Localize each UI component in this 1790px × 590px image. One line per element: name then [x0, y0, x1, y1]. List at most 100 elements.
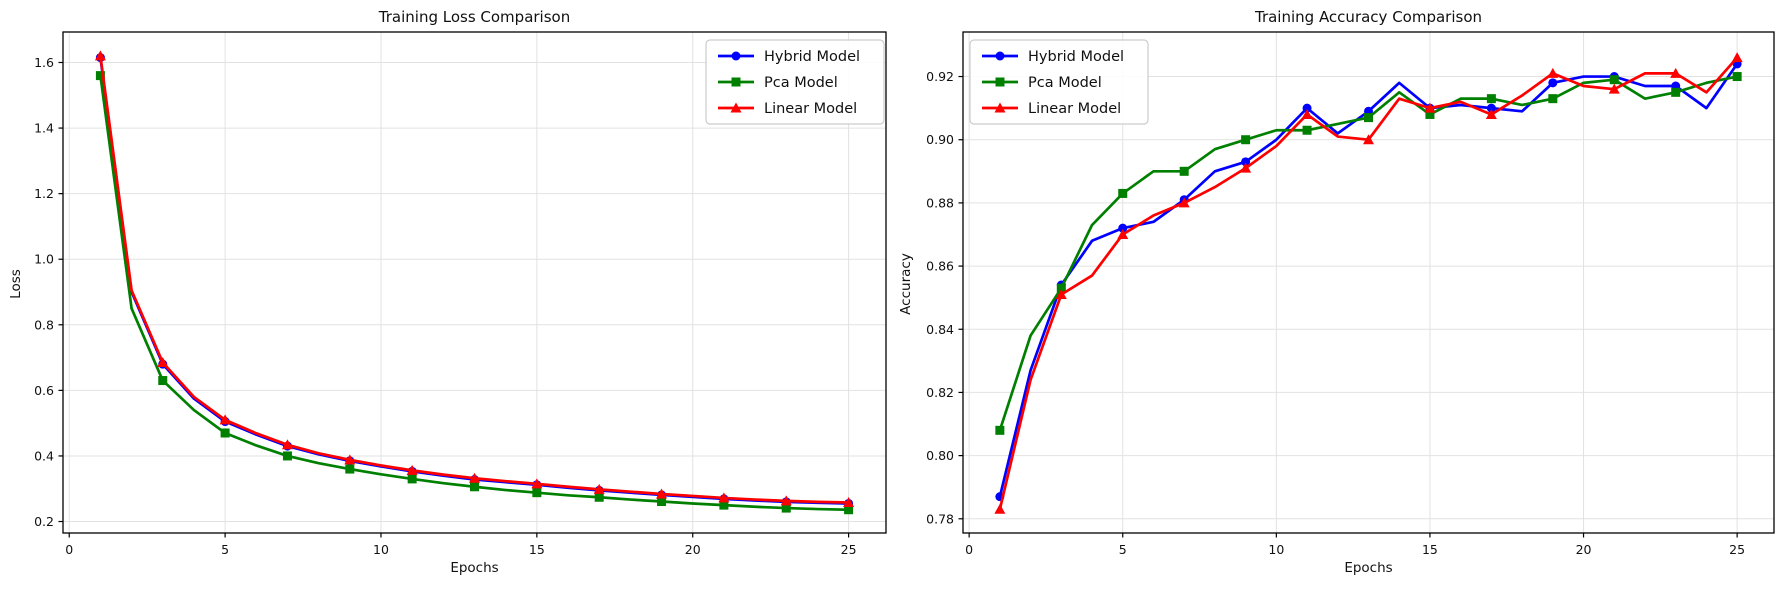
pca-model-marker	[532, 488, 542, 498]
linear-model-marker	[1301, 108, 1313, 119]
x-tick-label: 15	[529, 542, 545, 557]
pca-model-marker	[345, 464, 355, 474]
linear-model-marker	[1055, 289, 1067, 300]
linear-model-marker	[94, 50, 106, 61]
y-tick-label: 0.6	[34, 383, 54, 398]
linear-model-marker	[1731, 52, 1743, 63]
hybrid-model-marker	[1241, 157, 1251, 167]
pca-model-marker	[220, 428, 230, 438]
y-tick-label: 0.84	[926, 322, 954, 337]
linear-model-marker	[780, 495, 792, 506]
pca-model-marker	[781, 503, 791, 513]
y-tick-label: 0.90	[926, 132, 954, 147]
loss-yaxis-label: Loss	[8, 269, 24, 299]
linear-model-marker	[1670, 67, 1682, 78]
axes-frame	[62, 31, 887, 534]
legend-square-marker	[731, 77, 741, 87]
x-tick-label: 10	[1268, 542, 1284, 557]
legend-box	[705, 39, 885, 125]
pca-model-marker	[844, 505, 854, 515]
pca-model-marker	[594, 492, 604, 502]
legend-entry-pca-model: Pca Model	[718, 75, 838, 91]
x-tick-label: 5	[221, 542, 229, 557]
linear-model-marker	[1178, 197, 1190, 208]
pca-model-marker	[657, 497, 667, 507]
legend-triangle-marker	[994, 102, 1006, 113]
accuracy-chart-title: Training Accuracy Comparison	[1254, 8, 1482, 26]
legend-label: Pca Model	[764, 75, 838, 91]
pca-model-marker	[1425, 109, 1435, 119]
y-tick-label: 0.4	[34, 448, 54, 463]
chart-accuracy: 0 5 10 15 20 25 0.78 0.80 0.82 0.84 0.86 0.88 0.90 0.…	[926, 31, 1775, 557]
loss-chart-title: Training Loss Comparison	[378, 8, 571, 26]
pca-model-marker	[1732, 72, 1742, 82]
linear-model-marker	[406, 464, 418, 475]
accuracy-yaxis-label: Accuracy	[898, 253, 914, 315]
legend-entry-linear-model: Linear Model	[982, 101, 1121, 117]
legend-label: Linear Model	[764, 101, 857, 117]
linear-model-marker	[1547, 67, 1559, 78]
legend-entry-pca-model: Pca Model	[982, 75, 1102, 91]
legend: Hybrid Model Pca Model Linear Model	[969, 39, 1149, 125]
accuracy-xaxis-label: Epochs	[1344, 560, 1393, 576]
legend-entry-linear-model: Linear Model	[718, 101, 857, 117]
legend-circle-marker	[731, 51, 741, 61]
y-tick-label: 1.0	[34, 252, 54, 267]
linear-model-marker	[843, 497, 855, 508]
linear-model-marker	[1117, 228, 1129, 239]
x-tick-label: 20	[685, 542, 701, 557]
y-tick-label: 0.78	[926, 511, 954, 526]
y-tick-label: 1.4	[34, 121, 54, 136]
pca-model-line	[99, 74, 850, 512]
pca-model-marker	[1486, 94, 1496, 104]
x-tick-label: 10	[373, 542, 389, 557]
pca-model-marker	[719, 500, 729, 510]
legend: Hybrid Model Pca Model Linear Model	[705, 39, 885, 125]
linear-model-marker	[219, 414, 231, 425]
y-tick-label: 0.88	[926, 195, 954, 210]
pca-model-marker	[407, 474, 417, 484]
legend-label: Hybrid Model	[764, 49, 860, 65]
axes-frame	[962, 31, 1775, 534]
loss-xaxis-label: Epochs	[450, 560, 499, 576]
linear-model-marker	[718, 492, 730, 503]
x-tick-label: 20	[1576, 542, 1592, 557]
pca-model-line	[998, 75, 1739, 432]
hybrid-model-marker	[1302, 103, 1312, 113]
pca-model-marker	[282, 451, 292, 461]
pca-model-marker	[470, 482, 479, 492]
pca-model-marker	[1302, 125, 1312, 135]
linear-model-marker	[1240, 162, 1252, 173]
hybrid-model-marker	[1486, 103, 1496, 113]
y-tick-label: 0.86	[926, 259, 954, 274]
y-tick-label: 0.82	[926, 385, 954, 400]
y-tick-label: 0.2	[34, 514, 54, 529]
linear-model-marker	[656, 488, 668, 499]
x-tick-label: 0	[65, 542, 73, 557]
chart-loss: 0 5 10 15 20 25 0.2 0.4 0.6 0.8 1.0 1.2 1.4 1.6 Hybrid…	[34, 31, 887, 557]
linear-model-marker	[994, 503, 1006, 514]
linear-model-marker	[1608, 83, 1620, 94]
y-tick-label: 0.8	[34, 317, 54, 332]
linear-model-marker	[344, 454, 356, 465]
hybrid-model-marker	[1548, 78, 1558, 88]
linear-model-marker	[1485, 108, 1497, 119]
pca-model-marker	[1118, 188, 1128, 198]
pca-model-marker	[1056, 283, 1066, 293]
hybrid-model-line	[998, 62, 1739, 499]
pca-model-marker	[1609, 75, 1619, 85]
legend-entry-hybrid-model: Hybrid Model	[982, 49, 1124, 65]
pca-model-marker	[158, 376, 168, 386]
y-tick-label: 1.6	[34, 55, 54, 70]
linear-model-line	[998, 56, 1739, 511]
legend-label: Pca Model	[1028, 75, 1102, 91]
pca-model-marker	[1548, 94, 1558, 104]
linear-model-marker	[469, 472, 480, 483]
x-tick-label: 5	[1119, 542, 1127, 557]
linear-model-marker	[157, 357, 169, 368]
y-tick-label: 0.92	[926, 69, 954, 84]
legend-entry-hybrid-model: Hybrid Model	[718, 49, 860, 65]
linear-model-marker	[281, 439, 293, 450]
legend-box	[969, 39, 1149, 125]
